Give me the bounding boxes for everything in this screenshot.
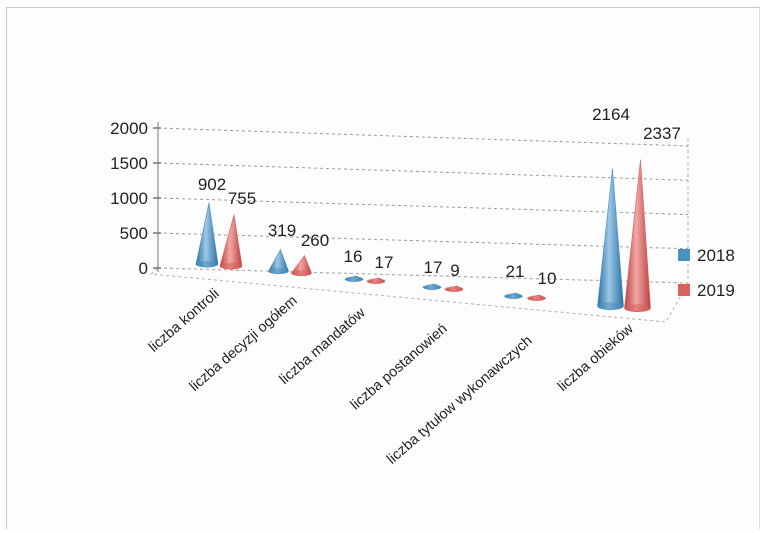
cone-base <box>345 276 363 282</box>
data-label: 17 <box>375 253 394 272</box>
cone-layer <box>195 159 651 313</box>
y-tick-label: 2000 <box>110 119 148 138</box>
data-label: 21 <box>506 262 525 281</box>
data-label: 16 <box>344 247 363 266</box>
cone-base <box>367 278 385 284</box>
y-tick-label: 500 <box>120 224 148 243</box>
category-label: liczba kontroli <box>146 286 223 356</box>
legend-label: 2019 <box>697 281 735 300</box>
legend-swatch <box>678 284 690 296</box>
data-label: 17 <box>424 258 443 277</box>
data-label: 902 <box>198 175 226 194</box>
data-label: 9 <box>450 261 459 280</box>
cone-base <box>527 295 546 301</box>
cone-base <box>196 260 218 268</box>
cone-base <box>220 262 242 270</box>
gridline <box>157 232 689 250</box>
category-label: liczba obieków <box>555 321 637 395</box>
data-label: 2337 <box>643 124 681 143</box>
cone-2019-5 <box>624 159 651 313</box>
cone-base <box>268 268 289 274</box>
data-label: 319 <box>268 221 296 240</box>
data-label: 10 <box>538 269 557 288</box>
y-tick-label: 1000 <box>110 189 148 208</box>
cone-base <box>624 304 651 312</box>
gridline <box>157 197 689 215</box>
cone-base <box>291 270 312 276</box>
label-layer: 2000 1500 1000 500 0 902 319 16 17 21 2164 755 260 17… <box>110 105 681 468</box>
gridline <box>157 127 689 147</box>
category-label: liczba postanowień <box>348 321 451 413</box>
data-label: 2164 <box>592 105 630 124</box>
category-label: liczba mandatów <box>277 305 369 388</box>
cone-2018-5 <box>597 168 624 311</box>
cone-base <box>423 284 441 290</box>
cone-2019-0 <box>219 214 243 270</box>
cone-base <box>504 293 523 299</box>
data-label: 755 <box>228 189 256 208</box>
data-label: 260 <box>301 231 329 250</box>
axis-layer <box>153 122 161 272</box>
cone-base <box>445 286 463 292</box>
legend-swatch <box>678 249 690 261</box>
gridline <box>157 162 689 181</box>
cone-base <box>597 302 624 310</box>
legend: 2018 2019 <box>678 246 735 300</box>
legend-label: 2018 <box>697 246 735 265</box>
y-tick-label: 1500 <box>110 154 148 173</box>
y-tick-label: 0 <box>139 259 148 278</box>
grid-layer <box>149 127 689 323</box>
